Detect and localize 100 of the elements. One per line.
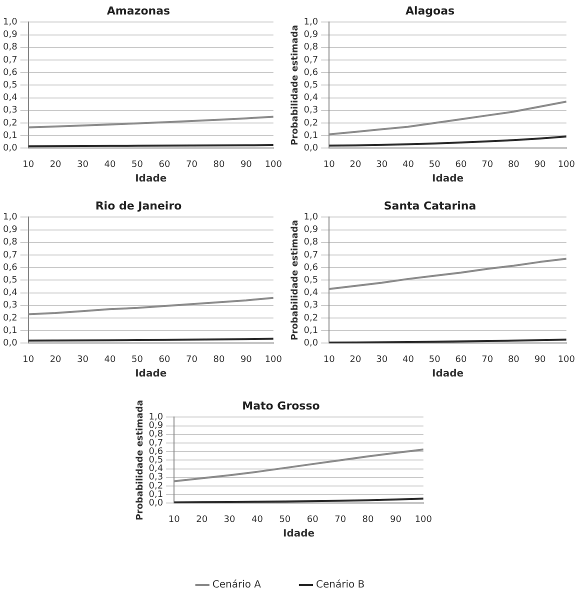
x-tick-label: 10 (323, 354, 336, 365)
x-tick-label: 70 (334, 514, 346, 525)
x-tick-label: 60 (158, 160, 170, 170)
y-tick-label: 1,0 (2, 18, 18, 28)
y-tick-label: 0,4 (2, 93, 18, 104)
y-tick-label: 1,0 (304, 212, 318, 223)
x-tick-label: 90 (534, 160, 546, 170)
x-tick-label: 70 (186, 160, 198, 170)
x-axis-title: Idade (135, 174, 167, 185)
x-tick-label: 10 (22, 354, 34, 365)
y-tick-label: 0,5 (148, 456, 164, 466)
x-tick-label: 90 (390, 514, 402, 525)
x-tick-label: 50 (279, 514, 291, 525)
y-tick-label: 0,8 (304, 238, 318, 248)
y-tick-label: 0,9 (304, 225, 318, 236)
y-tick-label: 0,8 (148, 430, 164, 440)
x-tick-label: 20 (350, 160, 362, 170)
x-tick-label: 30 (376, 354, 388, 365)
x-tick-label: 80 (213, 160, 225, 170)
x-tick-label: 20 (50, 354, 62, 365)
x-tick-label: 20 (50, 160, 62, 170)
y-tick-label: 0,0 (2, 338, 18, 349)
x-tick-label: 40 (104, 160, 116, 170)
y-tick-label: 0,3 (2, 300, 18, 311)
x-tick-label: 60 (306, 514, 319, 525)
y-tick-label: 0,3 (304, 300, 318, 311)
x-tick-label: 30 (77, 354, 89, 365)
y-axis-title: Probabilidade estimada (136, 400, 146, 520)
y-tick-label: 0,5 (2, 80, 18, 91)
x-tick-label: 10 (22, 160, 34, 170)
y-tick-label: 0,9 (2, 30, 18, 40)
x-tick-label: 50 (132, 160, 144, 170)
y-tick-label: 0,7 (148, 438, 164, 448)
y-tick-label: 0,3 (2, 106, 18, 116)
y-tick-label: 0,7 (2, 55, 18, 66)
y-tick-label: 0,1 (148, 490, 164, 500)
chart-title: Santa Catarina (384, 199, 476, 212)
x-tick-label: 90 (240, 354, 252, 365)
y-tick-label: 0,6 (304, 262, 318, 273)
y-tick-label: 0,8 (2, 238, 18, 248)
y-tick-label: 0,2 (2, 313, 18, 324)
x-tick-label: 100 (558, 160, 576, 170)
x-tick-label: 40 (402, 354, 414, 365)
y-tick-label: 0,0 (148, 498, 164, 509)
x-tick-label: 70 (186, 354, 198, 365)
x-tick-label: 60 (158, 354, 170, 365)
x-tick-label: 90 (534, 354, 546, 365)
x-tick-label: 10 (168, 514, 180, 525)
x-tick-label: 20 (196, 514, 208, 525)
y-tick-label: 0,7 (304, 55, 318, 66)
y-tick-label: 0,0 (304, 144, 318, 154)
y-tick-label: 0,8 (304, 42, 318, 53)
y-tick-label: 0,3 (304, 106, 318, 116)
x-tick-label: 10 (323, 160, 336, 170)
x-axis-title: Idade (282, 528, 315, 540)
y-tick-label: 0,5 (2, 276, 18, 286)
x-tick-label: 50 (428, 354, 441, 365)
y-tick-label: 0,1 (2, 326, 18, 336)
x-tick-label: 30 (224, 514, 236, 525)
x-tick-label: 70 (482, 160, 494, 170)
chart-title: Alagoas (405, 4, 456, 18)
x-tick-label: 40 (402, 160, 414, 170)
x-tick-label: 90 (240, 160, 252, 170)
y-tick-label: 0,0 (304, 338, 318, 349)
x-tick-label: 40 (104, 354, 116, 365)
y-tick-label: 0,6 (2, 68, 18, 78)
x-tick-label: 30 (77, 160, 89, 170)
x-tick-label: 60 (455, 160, 467, 170)
legend-label: Cenário B (316, 580, 365, 591)
y-tick-label: 0,6 (148, 446, 164, 457)
x-axis-title: Idade (432, 368, 464, 380)
y-tick-label: 0,4 (304, 288, 318, 298)
y-tick-label: 0,5 (304, 80, 318, 91)
y-axis-title: Probabilidade estimada (290, 24, 301, 146)
x-tick-label: 80 (362, 514, 374, 525)
chart-title: Mato Grosso (242, 399, 320, 412)
x-tick-label: 100 (414, 514, 432, 525)
y-tick-label: 1,0 (2, 212, 18, 223)
x-tick-label: 30 (376, 160, 388, 170)
y-tick-label: 0,8 (2, 42, 18, 53)
y-tick-label: 0,2 (2, 118, 18, 128)
chart-title: Rio de Janeiro (95, 199, 182, 212)
y-tick-label: 0,0 (2, 144, 18, 154)
y-tick-label: 0,6 (2, 262, 18, 273)
y-tick-label: 0,1 (2, 130, 18, 141)
y-tick-label: 0,6 (304, 68, 318, 78)
y-tick-label: 0,7 (304, 250, 318, 260)
x-tick-label: 100 (558, 354, 576, 365)
y-tick-label: 0,2 (304, 118, 318, 128)
y-tick-label: 1,0 (304, 18, 318, 28)
x-axis-title: Idade (432, 174, 464, 185)
y-tick-label: 0,5 (304, 276, 318, 286)
x-tick-label: 50 (428, 160, 441, 170)
y-tick-label: 0,9 (2, 225, 18, 236)
y-tick-label: 0,1 (304, 326, 318, 336)
x-tick-label: 20 (350, 354, 362, 365)
x-tick-label: 70 (482, 354, 494, 365)
y-axis-title: Probabilidade estimada (290, 220, 301, 340)
x-tick-label: 60 (455, 354, 467, 365)
y-tick-label: 0,9 (304, 30, 318, 40)
